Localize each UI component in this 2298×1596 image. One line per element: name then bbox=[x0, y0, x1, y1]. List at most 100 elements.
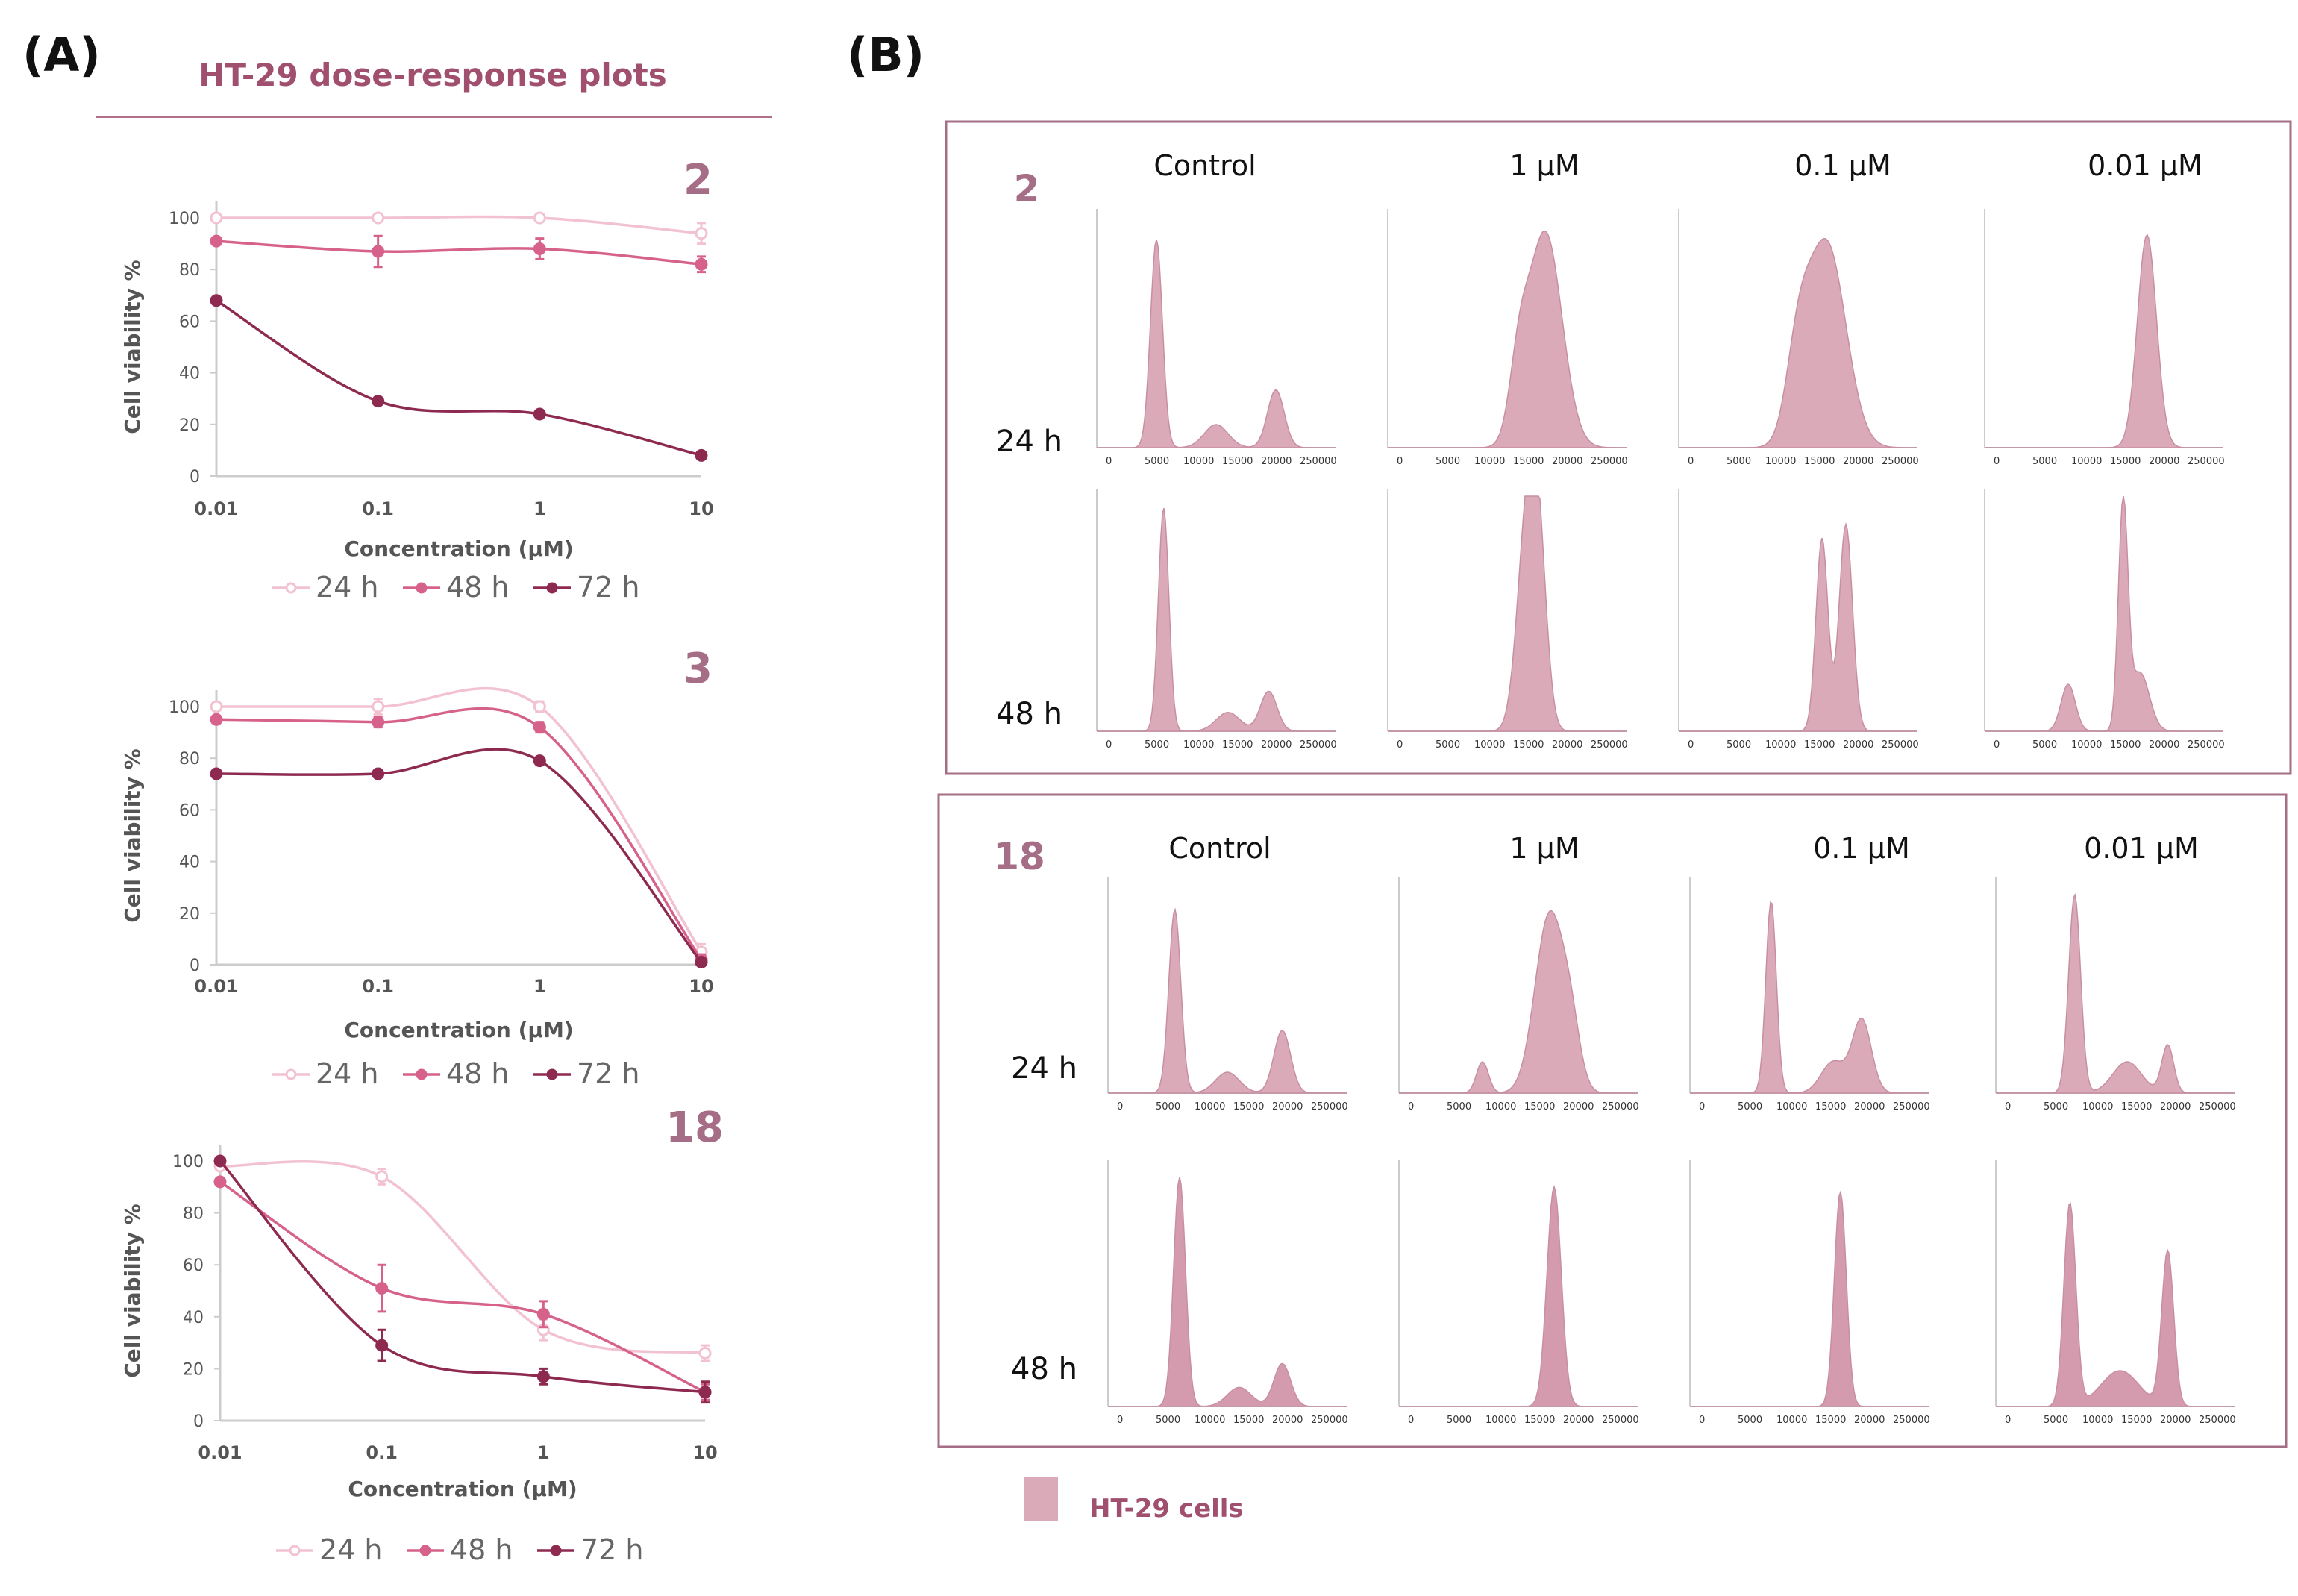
dose-response-title: HT-29 dose-response plots bbox=[198, 57, 666, 93]
x-tick-label: 0.1 bbox=[362, 498, 394, 519]
legend-marker bbox=[550, 1545, 562, 1556]
column-label: 0.01 µM bbox=[2084, 832, 2199, 865]
hist-x-tick: 5000 bbox=[1726, 456, 1751, 467]
hist-x-tick: 250000 bbox=[1882, 739, 1919, 751]
hist-x-tick: 20000 bbox=[1563, 1415, 1594, 1426]
data-point bbox=[695, 227, 708, 240]
hist-x-tick: 15000 bbox=[1804, 739, 1835, 751]
data-point bbox=[536, 1307, 550, 1321]
hist-x-tick: 250000 bbox=[2199, 1415, 2236, 1426]
hist-x-tick: 0 bbox=[1106, 456, 1112, 467]
x-tick-label: 10 bbox=[689, 498, 713, 519]
hist-x-tick: 5000 bbox=[2044, 1101, 2068, 1112]
data-point bbox=[533, 754, 546, 768]
series-line bbox=[216, 215, 702, 235]
y-tick-label: 80 bbox=[179, 261, 200, 280]
histogram: 0 5000 10000 15000 20000 250000 bbox=[1387, 489, 1628, 751]
hist-x-tick: 10000 bbox=[1765, 456, 1796, 467]
x-axis-label: Concentration (µM) bbox=[344, 1018, 573, 1042]
hist-x-tick: 15000 bbox=[2110, 456, 2141, 467]
hist-x-tick: 5000 bbox=[2032, 456, 2057, 467]
row-label: 48 h bbox=[1011, 1352, 1077, 1386]
row-label: 24 h bbox=[1011, 1051, 1077, 1086]
data-point bbox=[533, 407, 546, 421]
y-tick-label: 100 bbox=[169, 210, 200, 228]
hist-x-tick: 15000 bbox=[1815, 1415, 1846, 1426]
hist-x-tick: 10000 bbox=[2082, 1101, 2113, 1112]
y-tick-label: 0 bbox=[190, 468, 200, 486]
hist-x-tick: 10000 bbox=[1195, 1415, 1225, 1426]
hist-area bbox=[1097, 507, 1336, 732]
hist-x-tick: 0 bbox=[1397, 456, 1403, 467]
hist-x-tick: 250000 bbox=[1300, 456, 1337, 467]
x-tick-label: 10 bbox=[689, 976, 713, 997]
legend-marker bbox=[419, 1545, 431, 1556]
histogram: 0 5000 10000 15000 20000 250000 bbox=[1107, 877, 1348, 1112]
y-tick-label: 40 bbox=[179, 365, 200, 384]
histogram: 0 5000 10000 15000 20000 250000 bbox=[1096, 489, 1337, 751]
hist-x-tick: 15000 bbox=[1524, 1101, 1555, 1112]
hist-x-tick: 15000 bbox=[1513, 456, 1544, 467]
hist-x-tick: 250000 bbox=[1602, 1415, 1639, 1426]
hist-area bbox=[1996, 892, 2235, 1094]
hist-x-tick: 10000 bbox=[1485, 1101, 1516, 1112]
y-tick-label: 20 bbox=[179, 905, 200, 924]
hist-area bbox=[1108, 907, 1347, 1094]
hist-x-tick: 10000 bbox=[1195, 1101, 1225, 1112]
hist-x-tick: 20000 bbox=[1854, 1101, 1885, 1112]
hist-x-tick: 10000 bbox=[1183, 739, 1214, 751]
series-line bbox=[216, 240, 702, 266]
series-line bbox=[216, 686, 703, 953]
hist-x-tick: 10000 bbox=[1183, 456, 1214, 467]
legend-label: 48 h bbox=[446, 571, 510, 604]
hist-x-tick: 5000 bbox=[1447, 1415, 1471, 1426]
x-tick-label: 0.01 bbox=[194, 498, 238, 519]
x-tick-label: 1 bbox=[533, 498, 546, 519]
data-point bbox=[210, 767, 223, 780]
hist-x-tick: 5000 bbox=[1145, 456, 1169, 467]
hist-x-tick: 5000 bbox=[1145, 739, 1169, 751]
hist-x-tick: 15000 bbox=[1222, 739, 1253, 751]
data-point bbox=[372, 767, 385, 780]
histogram: 0 5000 10000 15000 20000 250000 bbox=[1398, 877, 1639, 1112]
y-tick-label: 80 bbox=[183, 1205, 204, 1224]
y-tick-label: 0 bbox=[190, 957, 200, 975]
hist-x-tick: 0 bbox=[1699, 1101, 1705, 1112]
hist-x-tick: 0 bbox=[1994, 456, 2000, 467]
hist-x-tick: 10000 bbox=[2082, 1415, 2113, 1426]
hist-x-tick: 250000 bbox=[1311, 1101, 1348, 1112]
legend-label: 48 h bbox=[450, 1533, 513, 1566]
hist-x-tick: 10000 bbox=[1776, 1101, 1807, 1112]
hist-x-tick: 0 bbox=[1397, 739, 1403, 751]
chart-legend: 24 h 48 h 72 h bbox=[272, 571, 640, 604]
y-axis-label: Cell viability % bbox=[120, 748, 145, 923]
data-point bbox=[210, 713, 223, 726]
hist-x-tick: 0 bbox=[1688, 456, 1694, 467]
y-tick-label: 60 bbox=[179, 313, 200, 331]
hist-x-tick: 0 bbox=[1106, 739, 1112, 751]
hist-x-tick: 15000 bbox=[2110, 739, 2141, 751]
column-label: 0.1 µM bbox=[1794, 149, 1891, 182]
x-tick-label: 0.01 bbox=[198, 1442, 242, 1463]
legend-label: 72 h bbox=[580, 1533, 644, 1566]
hist-x-tick: 0 bbox=[1117, 1101, 1123, 1112]
legend-marker bbox=[546, 582, 558, 594]
hist-x-tick: 250000 bbox=[1311, 1415, 1348, 1426]
compound-label: 3 bbox=[683, 645, 713, 693]
hist-x-tick: 5000 bbox=[1436, 456, 1460, 467]
hist-x-tick: 10000 bbox=[1474, 456, 1505, 467]
histogram-group-18: 18 Control 1 µM 0.1 µM 0.01 µM 24 h 48 h 0 5000 1… bbox=[937, 793, 2288, 1448]
data-point bbox=[372, 211, 385, 225]
hist-x-tick: 20000 bbox=[1552, 739, 1582, 751]
chart-legend: 24 h 48 h 72 h bbox=[272, 1057, 640, 1090]
legend-marker bbox=[416, 1068, 428, 1080]
x-tick-label: 10 bbox=[692, 1442, 717, 1463]
hist-area bbox=[1996, 1202, 2235, 1407]
legend-marker bbox=[416, 582, 428, 594]
hist-area bbox=[1108, 1177, 1347, 1407]
hist-x-tick: 20000 bbox=[2149, 739, 2179, 751]
y-tick-label: 40 bbox=[179, 854, 200, 872]
